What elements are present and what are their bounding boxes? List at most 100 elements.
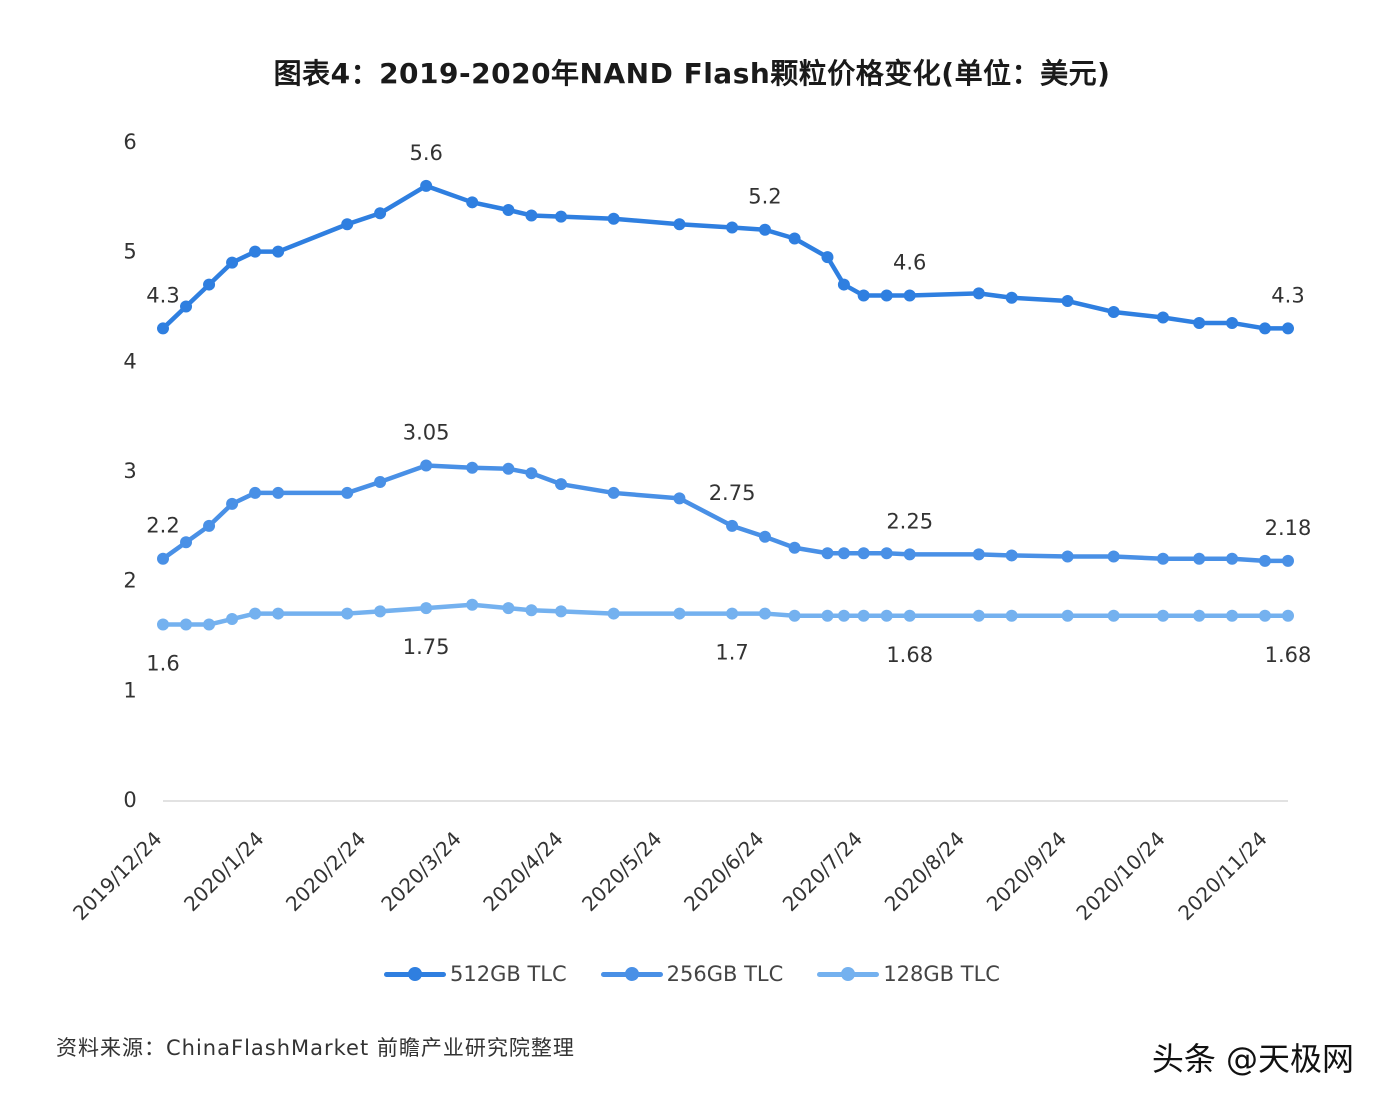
data-point — [726, 519, 739, 532]
data-point — [880, 609, 893, 622]
data-point — [226, 497, 239, 510]
data-point — [420, 179, 433, 192]
data-label: 4.6 — [893, 251, 926, 275]
data-label: 1.68 — [886, 643, 933, 667]
data-point — [837, 278, 850, 291]
data-point — [502, 203, 515, 216]
data-point — [226, 256, 239, 269]
data-label: 4.3 — [146, 283, 179, 307]
data-point — [525, 604, 538, 617]
data-point — [374, 475, 387, 488]
data-point — [821, 251, 834, 264]
legend-item-256gb: 256GB TLC — [600, 962, 784, 986]
data-point — [157, 322, 169, 335]
corner-watermark: 头条 @天极网 — [1151, 1040, 1354, 1078]
x-tick-label: 2020/4/24 — [478, 827, 567, 916]
legend-swatch-256gb — [600, 963, 663, 985]
x-tick-label: 2020/9/24 — [982, 827, 1071, 916]
data-point — [180, 618, 193, 631]
data-label: 1.7 — [715, 641, 748, 665]
data-label: 1.6 — [146, 652, 179, 676]
data-point — [1258, 609, 1271, 622]
data-point — [157, 552, 169, 565]
data-point — [1282, 554, 1294, 567]
data-point — [788, 541, 801, 554]
series-line-256gb-tlc — [160, 463, 1291, 564]
data-point — [203, 278, 216, 291]
data-point — [857, 547, 870, 560]
data-point — [607, 486, 620, 499]
data-point — [341, 607, 354, 620]
data-point — [1282, 609, 1294, 622]
legend-label-512gb: 512GB TLC — [450, 962, 567, 986]
data-point — [1226, 609, 1239, 622]
data-point — [555, 478, 568, 491]
data-point — [272, 607, 285, 620]
source-note: 资料来源：ChinaFlashMarket 前瞻产业研究院整理 — [56, 1036, 575, 1060]
data-point — [857, 289, 870, 302]
x-tick-label: 2020/5/24 — [577, 827, 666, 916]
data-point — [903, 609, 916, 622]
data-point — [821, 609, 834, 622]
legend-swatch-512gb — [384, 963, 447, 985]
data-point — [374, 207, 387, 220]
data-point — [1005, 609, 1018, 622]
chart-title: 图表4：2019-2020年NAND Flash颗粒价格变化(单位：美元) — [273, 57, 1111, 90]
data-point — [249, 486, 262, 499]
data-point — [758, 607, 771, 620]
data-point — [1005, 549, 1018, 562]
x-tick-label: 2020/3/24 — [376, 827, 465, 916]
series-line-512gb-tlc — [160, 183, 1291, 331]
data-point — [1157, 552, 1169, 565]
data-point — [1107, 305, 1120, 318]
data-point — [1282, 322, 1294, 335]
data-point — [1107, 609, 1120, 622]
data-point — [1193, 552, 1206, 565]
data-point — [249, 245, 262, 258]
data-point — [1157, 311, 1169, 324]
data-point — [1157, 609, 1169, 622]
data-point — [249, 607, 262, 620]
series-line-128gb-tlc — [160, 602, 1291, 627]
data-point — [857, 609, 870, 622]
data-point — [972, 609, 985, 622]
data-label: 2.75 — [709, 481, 756, 505]
data-point — [903, 289, 916, 302]
data-point — [1193, 609, 1206, 622]
data-point — [272, 245, 285, 258]
data-label: 2.25 — [886, 509, 933, 533]
data-point — [502, 462, 515, 475]
data-point — [673, 218, 686, 231]
data-point — [1258, 322, 1271, 335]
data-point — [673, 607, 686, 620]
y-tick-label: 4 — [123, 349, 136, 373]
data-point — [903, 548, 916, 561]
data-point — [374, 605, 387, 618]
data-point — [180, 536, 193, 549]
legend-swatch-128gb — [817, 963, 880, 985]
data-point — [1226, 552, 1239, 565]
data-point — [726, 221, 739, 234]
legend: 512GB TLC 256GB TLC 128GB TLC — [0, 962, 1384, 986]
data-point — [1193, 316, 1206, 329]
data-label: 3.05 — [403, 421, 450, 445]
x-tick-label: 2019/12/24 — [68, 827, 166, 925]
data-point — [972, 287, 985, 300]
legend-item-512gb: 512GB TLC — [384, 962, 567, 986]
data-point — [837, 609, 850, 622]
data-point — [1226, 316, 1239, 329]
data-point — [420, 459, 433, 472]
x-tick-label: 2020/11/24 — [1173, 827, 1271, 925]
data-point — [157, 618, 169, 631]
data-point — [466, 196, 479, 209]
y-tick-label: 6 — [123, 130, 136, 154]
legend-label-256gb: 256GB TLC — [666, 962, 784, 986]
data-point — [341, 218, 354, 231]
data-point — [673, 492, 686, 505]
y-tick-label: 1 — [123, 678, 136, 702]
data-point — [502, 602, 515, 615]
data-point — [226, 613, 239, 626]
data-point — [821, 547, 834, 560]
data-point — [972, 548, 985, 561]
data-point — [1061, 609, 1074, 622]
